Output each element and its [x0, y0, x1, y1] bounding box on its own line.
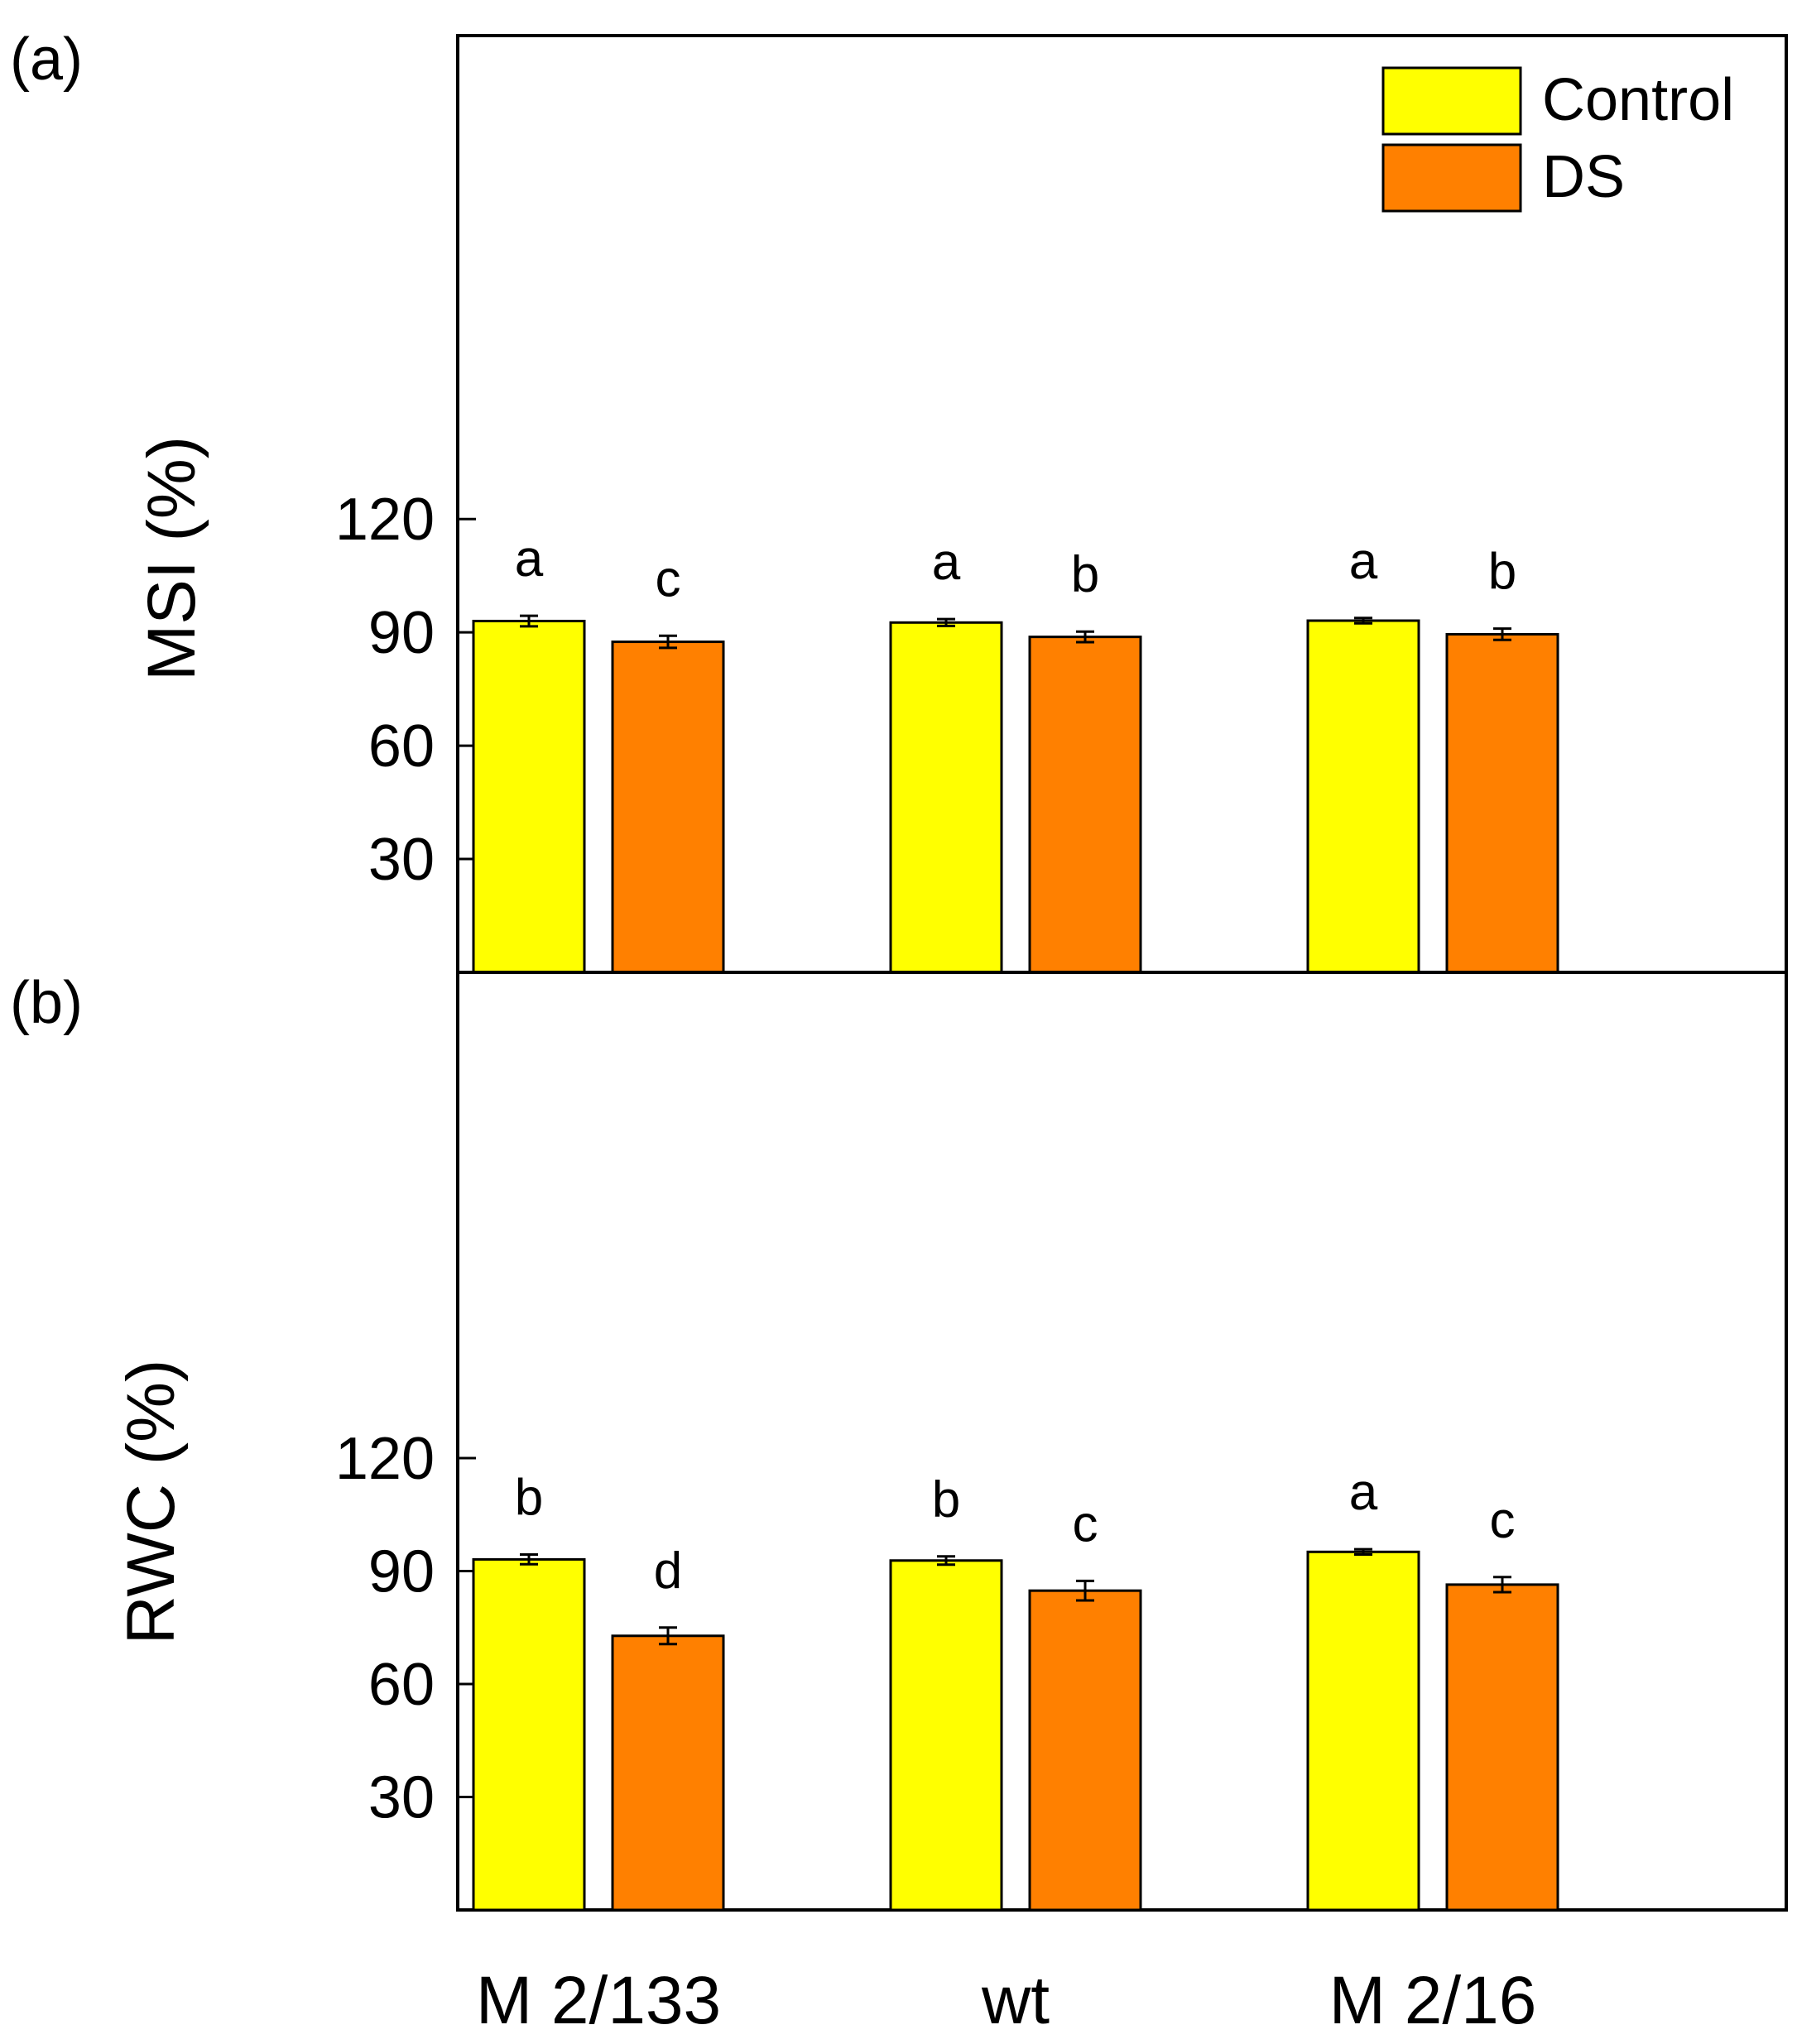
bar-control [1306, 1550, 1420, 1912]
significance-letter: a [515, 530, 544, 588]
significance-letter: b [1488, 544, 1516, 601]
panel-a-y-axis: 30 60 90 120 [335, 487, 476, 893]
significance-letter: d [654, 1543, 682, 1600]
legend-label-control: Control [1542, 67, 1734, 133]
y-tick-label: 120 [335, 1426, 435, 1492]
x-tick-label: M 2/133 [476, 1963, 721, 2038]
y-tick-label: 90 [368, 1539, 435, 1605]
x-axis-categories: M 2/133 wt M 2/16 [476, 1963, 1536, 2038]
panel-b-bars: b b a d c c [472, 1464, 1559, 1912]
bar-ds [611, 1634, 725, 1912]
bar-ds [1445, 1583, 1559, 1912]
y-tick-label: 30 [368, 827, 435, 893]
legend: Control DS [1381, 66, 1734, 213]
y-tick-label: 90 [368, 600, 435, 666]
y-tick-label: 120 [335, 487, 435, 553]
panel-a-bars: a a ac b b [472, 530, 1559, 974]
legend-swatch-ds [1381, 143, 1522, 213]
legend-label-ds: DS [1542, 144, 1625, 210]
x-tick-label: M 2/16 [1329, 1963, 1537, 2038]
bar-control [889, 1559, 1003, 1912]
x-tick-label: wt [981, 1963, 1050, 2038]
panel-b-y-axis: 30 60 90 120 [335, 1426, 476, 1831]
panel-a-label: (a) [10, 26, 83, 93]
significance-letter: c [1073, 1495, 1098, 1552]
bar-control [472, 1557, 586, 1912]
bar-ds [611, 641, 725, 974]
legend-swatch-control [1381, 66, 1522, 136]
significance-letter: c [1490, 1492, 1516, 1549]
y-tick-label: 30 [368, 1765, 435, 1831]
bar-control [889, 621, 1003, 974]
bar-ds [1028, 636, 1142, 974]
panel-a-ylabel: MSI (%) [134, 436, 209, 681]
bar-control [1306, 619, 1420, 974]
significance-letter: b [515, 1469, 543, 1526]
significance-letter: a [932, 534, 961, 591]
panel-b-label: (b) [10, 970, 83, 1036]
y-tick-label: 60 [368, 713, 435, 780]
significance-letter: a [1349, 1464, 1378, 1521]
panel-b-ylabel: RWC (%) [113, 1360, 189, 1645]
significance-letter: c [656, 550, 681, 607]
y-tick-label: 60 [368, 1652, 435, 1718]
significance-letter: a [1349, 533, 1378, 590]
bar-ds [1028, 1589, 1142, 1912]
bar-control [472, 619, 586, 974]
significance-letter: b [932, 1471, 960, 1528]
significance-letter: b [1071, 546, 1099, 603]
bar-ds [1445, 632, 1559, 974]
panel-a: (a) MSI (%) 30 60 90 120 a a a c b b Control DS [10, 26, 1788, 974]
